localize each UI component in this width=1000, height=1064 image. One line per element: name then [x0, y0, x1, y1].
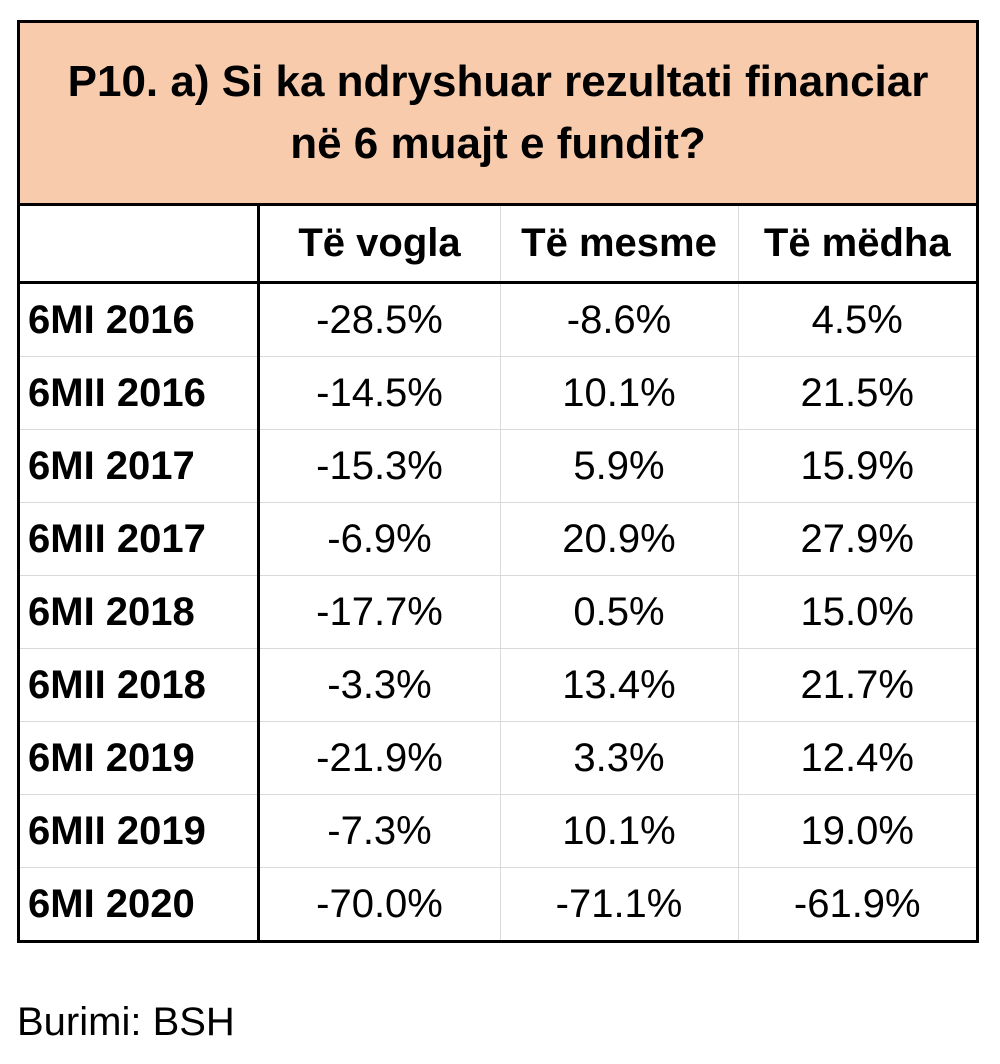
table-cell: -6.9% — [258, 502, 501, 576]
row-label: 6MI 2017 — [20, 429, 260, 503]
table-cell: -8.6% — [500, 282, 739, 357]
table-cell: 21.5% — [738, 356, 976, 430]
row-label: 6MI 2016 — [20, 282, 260, 357]
table-row: 6MII 2019 -7.3% 10.1% 19.0% — [20, 794, 976, 868]
header-row: Të vogla Të mesme Të mëdha — [20, 206, 976, 284]
table-cell: 12.4% — [738, 721, 976, 795]
table-cell: -70.0% — [258, 867, 501, 940]
title-line-1: P10. a) Si ka ndryshuar rezultati financ… — [67, 57, 929, 106]
table-cell: 10.1% — [500, 794, 739, 868]
table-cell: 15.9% — [738, 429, 976, 503]
table-row: 6MI 2016 -28.5% -8.6% 4.5% — [20, 282, 976, 357]
header-corner — [20, 206, 260, 284]
table-row: 6MI 2020 -70.0% -71.1% -61.9% — [20, 867, 976, 940]
row-label: 6MI 2019 — [20, 721, 260, 795]
table-cell: -28.5% — [258, 282, 501, 357]
table-body: 6MI 2016 -28.5% -8.6% 4.5% 6MII 2016 -14.5% 10… — [20, 282, 976, 940]
row-label: 6MII 2017 — [20, 502, 260, 576]
source-note: Burimi: BSH — [17, 1000, 235, 1044]
table-cell: 10.1% — [500, 356, 739, 430]
table-row: 6MI 2019 -21.9% 3.3% 12.4% — [20, 721, 976, 795]
table-row: 6MI 2018 -17.7% 0.5% 15.0% — [20, 575, 976, 649]
table-cell: -61.9% — [793, 881, 921, 926]
table-cell: 19.0% — [738, 794, 976, 868]
table-cell: 0.5% — [500, 575, 739, 649]
table-cell: -21.9% — [258, 721, 501, 795]
table-cell: -3.3% — [258, 648, 501, 722]
title-line-2: në 6 muajt e fundit? — [290, 119, 706, 168]
table-cell: 20.9% — [500, 502, 739, 576]
row-label: 6MII 2018 — [20, 648, 260, 722]
table-cell: -17.7% — [258, 575, 501, 649]
table-cell: -71.1% — [500, 867, 739, 940]
row-label: 6MI 2020 — [20, 867, 260, 940]
table-cell: -7.3% — [258, 794, 501, 868]
table-cell: 4.5% — [738, 282, 976, 357]
table-cell: -15.3% — [258, 429, 501, 503]
table-title: P10. a) Si ka ndryshuar rezultati financ… — [20, 23, 976, 206]
table-row: 6MII 2017 -6.9% 20.9% 27.9% — [20, 502, 976, 576]
row-label: 6MII 2016 — [20, 356, 260, 430]
header-small: Të vogla — [258, 206, 501, 284]
table-cell: 5.9% — [500, 429, 739, 503]
table-cell: 13.4% — [500, 648, 739, 722]
header-large: Të mëdha — [738, 206, 976, 284]
table-cell: 27.9% — [738, 502, 976, 576]
table-row: 6MII 2018 -3.3% 13.4% 21.7% — [20, 648, 976, 722]
table-row: 6MII 2016 -14.5% 10.1% 21.5% — [20, 356, 976, 430]
table-cell: 3.3% — [500, 721, 739, 795]
row-label: 6MII 2019 — [20, 794, 260, 868]
table-cell: 15.0% — [738, 575, 976, 649]
survey-table: P10. a) Si ka ndryshuar rezultati financ… — [17, 20, 979, 943]
table-cell: 21.7% — [738, 648, 976, 722]
row-label: 6MI 2018 — [20, 575, 260, 649]
table-row: 6MI 2017 -15.3% 5.9% 15.9% — [20, 429, 976, 503]
header-medium: Të mesme — [500, 206, 739, 284]
results-table: Të vogla Të mesme Të mëdha 6MI 2016 -28.5… — [20, 206, 976, 940]
table-cell: -14.5% — [258, 356, 501, 430]
